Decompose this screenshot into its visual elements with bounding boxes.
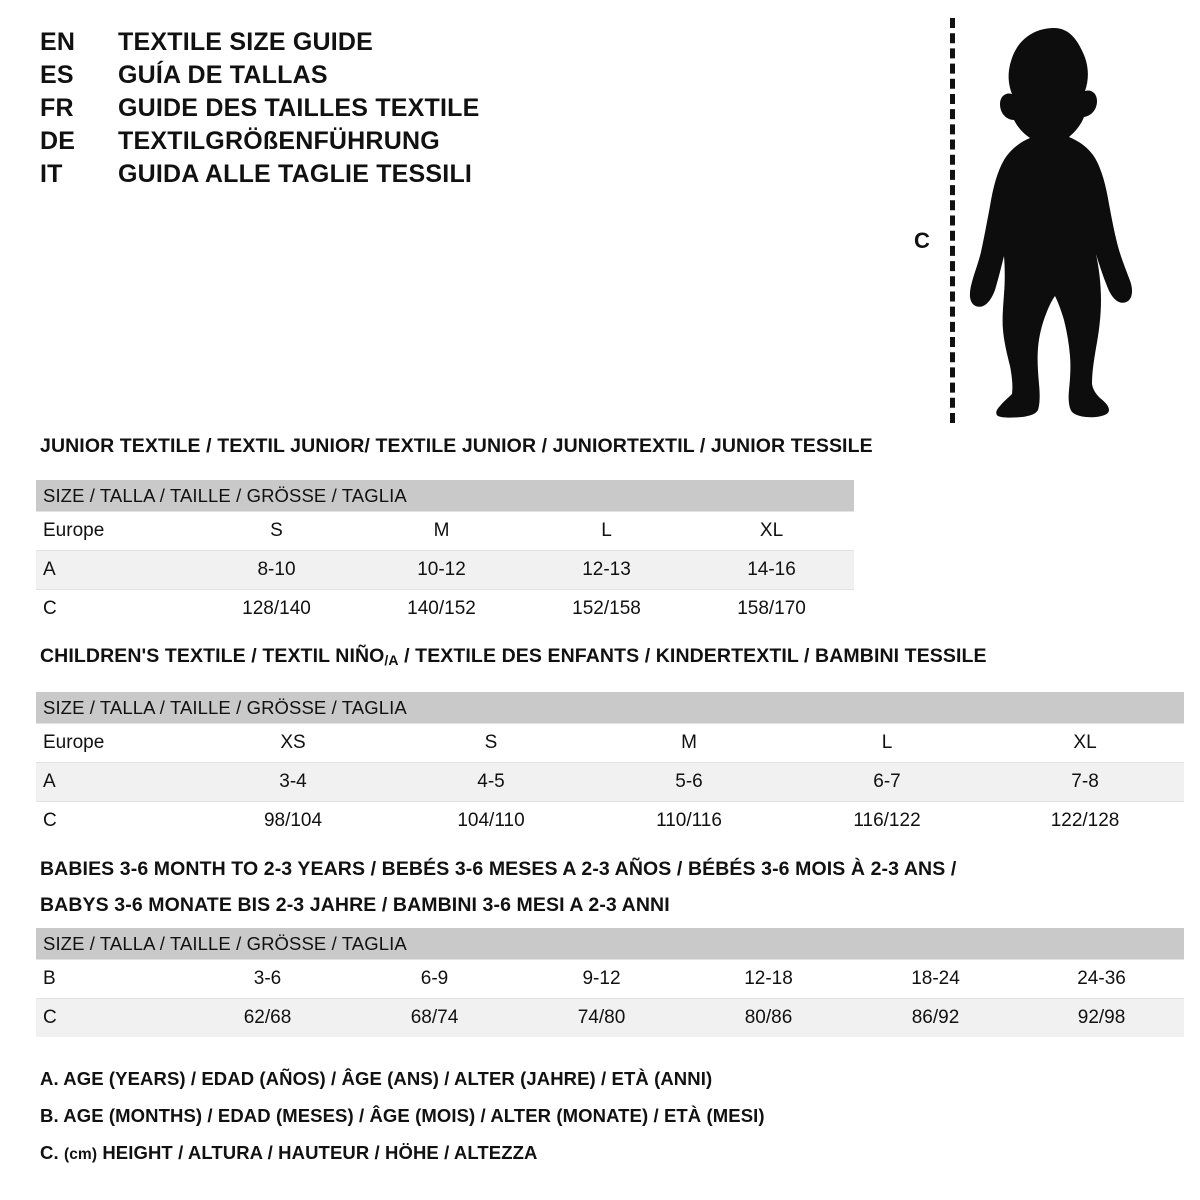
children-height-row: C 98/104 104/110 110/116 116/122 122/128: [36, 801, 1185, 840]
junior-size-s: S: [194, 511, 359, 551]
babies-months-6-9: 6-9: [351, 959, 518, 999]
babies-section-heading: BABIES 3-6 MONTH TO 2-3 YEARS / BEBÉS 3-…: [40, 858, 956, 917]
language-row-en: EN TEXTILE SIZE GUIDE: [40, 28, 560, 61]
children-age-xl: 7-8: [986, 762, 1185, 802]
junior-height-s: 128/140: [194, 589, 359, 628]
junior-size-table: SIZE / TALLA / TAILLE / GRÖSSE / TAGLIA …: [36, 480, 855, 628]
babies-height-label: C: [36, 998, 184, 1037]
legend-block: A. AGE (YEARS) / EDAD (AÑOS) / ÂGE (ANS)…: [40, 1068, 765, 1179]
legend-c-unit: (cm): [63, 1146, 98, 1163]
children-height-xs: 98/104: [194, 801, 392, 840]
children-size-table: SIZE / TALLA / TAILLE / GRÖSSE / TAGLIA …: [36, 692, 1185, 840]
children-age-m: 5-6: [590, 762, 788, 802]
children-size-m: M: [590, 723, 788, 763]
children-size-l: L: [788, 723, 986, 763]
children-heading-part2: / TEXTILE DES ENFANTS / KINDERTEXTIL / B…: [398, 645, 987, 667]
junior-age-xl: 14-16: [689, 550, 855, 590]
junior-height-row: C 128/140 140/152 152/158 158/170: [36, 589, 855, 628]
junior-age-row: A 8-10 10-12 12-13 14-16: [36, 550, 855, 590]
language-title-fr: GUIDE DES TAILLES TEXTILE: [118, 94, 480, 122]
language-code-it: IT: [40, 160, 63, 188]
babies-height-12-18: 80/86: [685, 998, 852, 1037]
language-code-en: EN: [40, 28, 76, 56]
children-size-s: S: [392, 723, 590, 763]
language-row-es: ES GUÍA DE TALLAS: [40, 61, 560, 94]
babies-heading-line1: BABIES 3-6 MONTH TO 2-3 YEARS / BEBÉS 3-…: [40, 858, 957, 880]
babies-height-18-24: 86/92: [852, 998, 1019, 1037]
language-row-fr: FR GUIDE DES TAILLES TEXTILE: [40, 94, 560, 127]
children-heading-part1: CHILDREN'S TEXTILE / TEXTIL NIÑO: [40, 645, 385, 667]
legend-c-prefix: C.: [40, 1142, 64, 1163]
language-row-it: IT GUIDA ALLE TAGLIE TESSILI: [40, 160, 560, 193]
children-height-label: C: [36, 801, 194, 840]
babies-months-12-18: 12-18: [685, 959, 852, 999]
junior-sizes-row: Europe S M L XL: [36, 511, 855, 551]
babies-table-bar-row: SIZE / TALLA / TAILLE / GRÖSSE / TAGLIA: [36, 928, 1185, 960]
children-sizes-row: Europe XS S M L XL: [36, 723, 1185, 763]
children-age-label: A: [36, 762, 194, 802]
legend-c-rest: HEIGHT / ALTURA / HAUTEUR / HÖHE / ALTEZ…: [97, 1142, 538, 1163]
height-measure-line-icon: [950, 18, 955, 423]
height-marker-label: C: [914, 228, 930, 253]
babies-months-24-36: 24-36: [1019, 959, 1185, 999]
babies-months-row: B 3-6 6-9 9-12 12-18 18-24 24-36: [36, 959, 1185, 999]
junior-size-xl: XL: [689, 511, 855, 551]
language-title-es: GUÍA DE TALLAS: [118, 61, 328, 89]
children-heading-subscript: /A: [384, 652, 399, 668]
junior-age-s: 8-10: [194, 550, 359, 590]
junior-size-l: L: [524, 511, 689, 551]
junior-region-label: Europe: [36, 511, 194, 551]
junior-height-xl: 158/170: [689, 589, 855, 628]
language-code-es: ES: [40, 61, 74, 89]
junior-size-bar-label: SIZE / TALLA / TAILLE / GRÖSSE / TAGLIA: [36, 480, 855, 512]
children-table-bar-row: SIZE / TALLA / TAILLE / GRÖSSE / TAGLIA: [36, 692, 1185, 724]
language-header-block: EN TEXTILE SIZE GUIDE ES GUÍA DE TALLAS …: [40, 28, 560, 193]
legend-line-c: C. (cm) HEIGHT / ALTURA / HAUTEUR / HÖHE…: [40, 1142, 765, 1164]
babies-height-3-6: 62/68: [184, 998, 351, 1037]
language-title-en: TEXTILE SIZE GUIDE: [118, 28, 374, 56]
babies-heading-line2: BABYS 3-6 MONATE BIS 2-3 JAHRE / BAMBINI…: [40, 894, 670, 916]
babies-months-9-12: 9-12: [518, 959, 685, 999]
children-height-xl: 122/128: [986, 801, 1185, 840]
babies-height-6-9: 68/74: [351, 998, 518, 1037]
language-code-fr: FR: [40, 94, 74, 122]
children-height-l: 116/122: [788, 801, 986, 840]
children-size-bar-label: SIZE / TALLA / TAILLE / GRÖSSE / TAGLIA: [36, 692, 1185, 724]
children-height-s: 104/110: [392, 801, 590, 840]
junior-height-l: 152/158: [524, 589, 689, 628]
children-section-heading: CHILDREN'S TEXTILE / TEXTIL NIÑO/A / TEX…: [40, 645, 987, 668]
language-row-de: DE TEXTILGRÖßENFÜHRUNG: [40, 127, 560, 160]
legend-line-a: A. AGE (YEARS) / EDAD (AÑOS) / ÂGE (ANS)…: [40, 1068, 713, 1089]
junior-size-m: M: [359, 511, 524, 551]
children-age-xs: 3-4: [194, 762, 392, 802]
babies-size-bar-label: SIZE / TALLA / TAILLE / GRÖSSE / TAGLIA: [36, 928, 1185, 960]
language-code-de: DE: [40, 127, 76, 155]
junior-section-heading: JUNIOR TEXTILE / TEXTIL JUNIOR/ TEXTILE …: [40, 435, 873, 457]
junior-age-l: 12-13: [524, 550, 689, 590]
junior-age-label: A: [36, 550, 194, 590]
junior-table-bar-row: SIZE / TALLA / TAILLE / GRÖSSE / TAGLIA: [36, 480, 855, 512]
children-age-l: 6-7: [788, 762, 986, 802]
legend-line-b: B. AGE (MONTHS) / EDAD (MESES) / ÂGE (MO…: [40, 1105, 765, 1126]
height-measurement-figure: C: [900, 10, 1170, 430]
babies-months-18-24: 18-24: [852, 959, 1019, 999]
toddler-silhouette-icon: [969, 28, 1133, 418]
children-age-s: 4-5: [392, 762, 590, 802]
babies-height-9-12: 74/80: [518, 998, 685, 1037]
language-title-de: TEXTILGRÖßENFÜHRUNG: [118, 127, 440, 155]
babies-size-table: SIZE / TALLA / TAILLE / GRÖSSE / TAGLIA …: [36, 928, 1185, 1037]
junior-height-label: C: [36, 589, 194, 628]
children-size-xs: XS: [194, 723, 392, 763]
junior-height-m: 140/152: [359, 589, 524, 628]
babies-height-row: C 62/68 68/74 74/80 80/86 86/92 92/98: [36, 998, 1185, 1037]
language-title-it: GUIDA ALLE TAGLIE TESSILI: [118, 160, 473, 188]
babies-months-label: B: [36, 959, 184, 999]
children-height-m: 110/116: [590, 801, 788, 840]
babies-months-3-6: 3-6: [184, 959, 351, 999]
children-size-xl: XL: [986, 723, 1185, 763]
babies-height-24-36: 92/98: [1019, 998, 1185, 1037]
children-region-label: Europe: [36, 723, 194, 763]
junior-age-m: 10-12: [359, 550, 524, 590]
children-age-row: A 3-4 4-5 5-6 6-7 7-8: [36, 762, 1185, 802]
